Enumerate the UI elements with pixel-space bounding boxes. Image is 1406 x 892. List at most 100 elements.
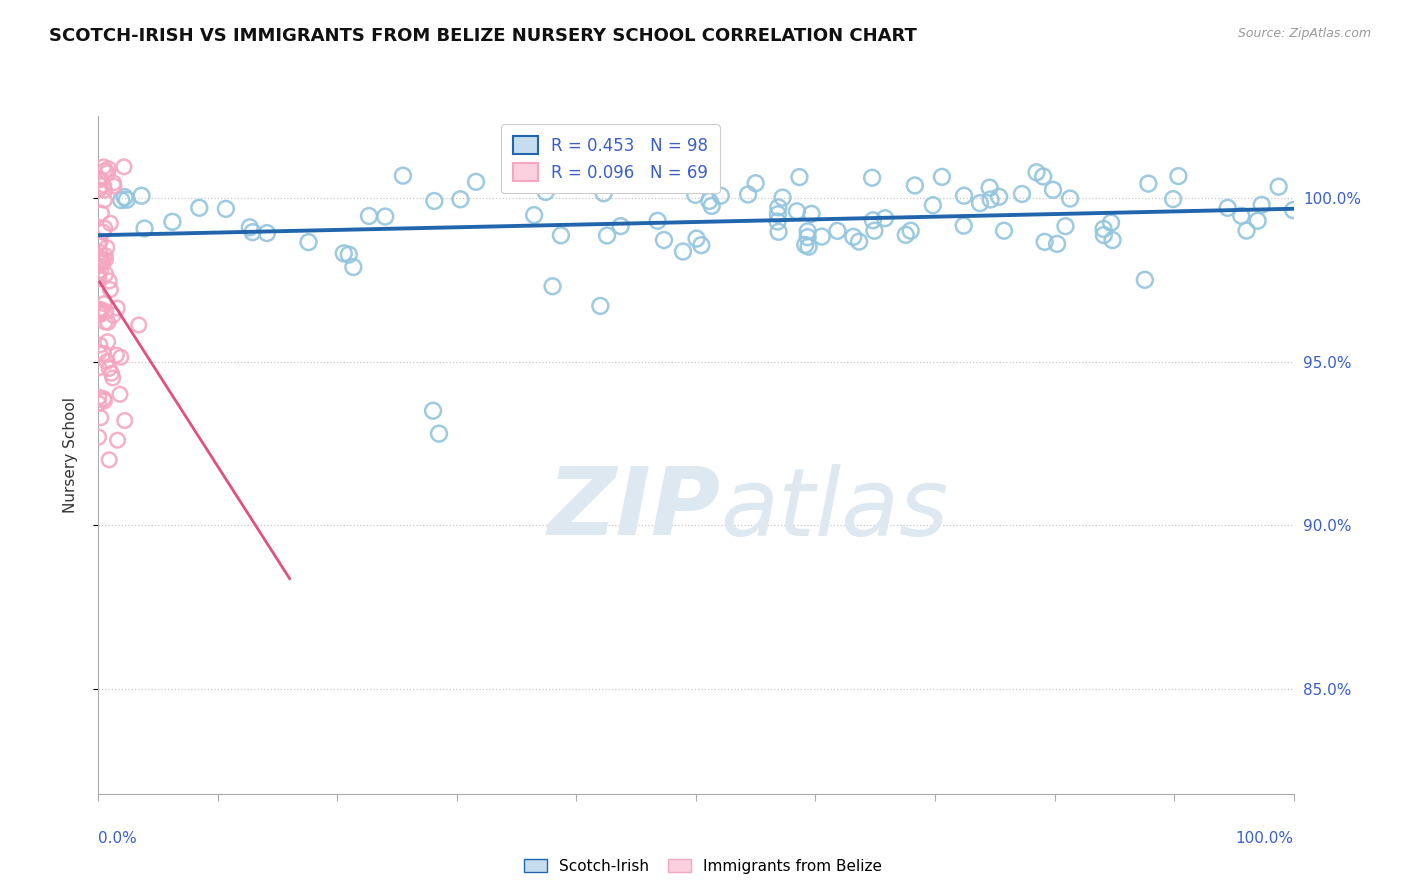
Point	[700, 199, 723, 213]
Point	[90, 302, 112, 317]
Point	[98, 274, 121, 288]
Point	[534, 185, 557, 199]
Point	[94, 267, 117, 281]
Point	[710, 188, 733, 202]
Text: 0.0%: 0.0%	[98, 831, 138, 847]
Point	[89, 345, 111, 359]
Point	[1250, 198, 1272, 212]
Point	[589, 299, 612, 313]
Point	[796, 224, 818, 238]
Point	[89, 305, 111, 319]
Point	[93, 183, 115, 197]
Point	[848, 235, 870, 249]
Point	[90, 410, 112, 425]
Point	[96, 241, 118, 255]
Point	[827, 224, 849, 238]
Point	[1032, 169, 1054, 184]
Point	[1046, 236, 1069, 251]
Point	[392, 169, 415, 183]
Point	[107, 433, 129, 447]
Point	[768, 225, 790, 239]
Point	[980, 193, 1002, 207]
Y-axis label: Nursery School: Nursery School	[63, 397, 77, 513]
Point	[112, 160, 135, 174]
Point	[98, 361, 121, 376]
Point	[931, 169, 953, 184]
Point	[427, 426, 450, 441]
Point	[96, 354, 118, 368]
Point	[93, 393, 115, 408]
Point	[541, 279, 564, 293]
Point	[87, 390, 110, 404]
Point	[449, 192, 471, 206]
Point	[96, 166, 118, 180]
Point	[90, 206, 112, 220]
Point	[786, 204, 808, 219]
Point	[89, 307, 111, 321]
Point	[93, 164, 115, 178]
Point	[863, 224, 886, 238]
Point	[128, 318, 150, 332]
Point	[979, 180, 1001, 194]
Point	[87, 253, 110, 268]
Point	[1011, 186, 1033, 201]
Point	[1267, 179, 1289, 194]
Point	[93, 392, 115, 406]
Point	[87, 259, 110, 273]
Point	[1167, 169, 1189, 183]
Point	[188, 201, 211, 215]
Point	[89, 173, 111, 187]
Point	[800, 207, 823, 221]
Point	[89, 245, 111, 260]
Point	[89, 256, 111, 270]
Point	[242, 225, 264, 239]
Point	[333, 246, 356, 260]
Point	[789, 169, 811, 184]
Point	[772, 190, 794, 204]
Point	[1161, 192, 1184, 206]
Point	[87, 236, 110, 251]
Point	[766, 214, 789, 228]
Point	[766, 207, 789, 221]
Point	[239, 220, 262, 235]
Point	[110, 351, 132, 365]
Point	[110, 193, 132, 207]
Point	[1137, 177, 1160, 191]
Point	[215, 202, 238, 216]
Point	[685, 232, 707, 246]
Point	[862, 213, 884, 227]
Point	[89, 235, 111, 249]
Point	[91, 256, 114, 270]
Point	[94, 315, 117, 329]
Point	[969, 196, 991, 211]
Point	[93, 160, 115, 174]
Point	[98, 216, 121, 230]
Point	[523, 208, 546, 222]
Point	[652, 233, 675, 247]
Text: Source: ZipAtlas.com: Source: ZipAtlas.com	[1237, 27, 1371, 40]
Text: 100.0%: 100.0%	[1236, 831, 1294, 847]
Point	[1246, 213, 1268, 227]
Point	[1101, 233, 1123, 247]
Point	[1236, 224, 1258, 238]
Point	[647, 214, 669, 228]
Point	[87, 171, 110, 186]
Point	[87, 183, 110, 197]
Point	[1025, 165, 1047, 179]
Point	[609, 219, 631, 233]
Point	[134, 221, 156, 235]
Point	[988, 190, 1011, 204]
Point	[894, 227, 917, 242]
Point	[115, 193, 138, 207]
Point	[1216, 201, 1239, 215]
Point	[1282, 203, 1305, 218]
Point	[423, 194, 446, 208]
Point	[89, 308, 111, 322]
Point	[993, 224, 1015, 238]
Point	[797, 240, 820, 254]
Point	[796, 230, 818, 244]
Point	[94, 252, 117, 267]
Point	[162, 215, 184, 229]
Point	[810, 229, 832, 244]
Point	[94, 305, 117, 319]
